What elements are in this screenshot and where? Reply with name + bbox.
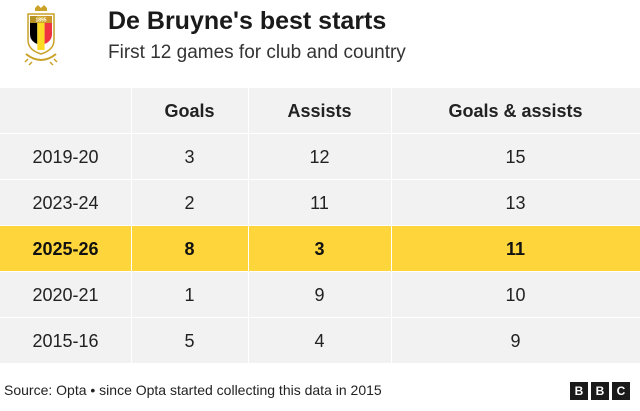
table-row: 2020-21 1 9 10 <box>0 272 640 318</box>
bbc-logo-letter: B <box>570 382 588 400</box>
assists-cell: 12 <box>309 147 330 167</box>
column-divider <box>248 88 249 364</box>
goals-cell: 3 <box>184 147 195 167</box>
assists-cell: 9 <box>314 285 325 305</box>
goals-assists-cell: 10 <box>505 285 526 305</box>
season-cell: 2023-24 <box>32 193 99 213</box>
season-cell: 2015-16 <box>32 331 99 351</box>
goals-assists-cell: 9 <box>510 331 521 351</box>
column-header-goals: Goals <box>164 101 215 121</box>
table-row: 2019-20 3 12 15 <box>0 134 640 180</box>
bbc-logo-letter: C <box>612 382 630 400</box>
goals-assists-cell: 11 <box>505 239 526 259</box>
table-row: 2025-26 8 3 11 <box>0 226 640 272</box>
belgium-crest-icon: 1895 <box>24 5 58 66</box>
goals-assists-cell: 13 <box>505 193 526 213</box>
goals-cell: 8 <box>184 239 195 259</box>
column-divider <box>131 88 132 364</box>
season-cell: 2020-21 <box>32 285 99 305</box>
assists-cell: 11 <box>310 193 329 213</box>
source-note: Source: Opta • since Opta started collec… <box>4 382 382 398</box>
table-row: 2023-24 2 11 13 <box>0 180 640 226</box>
table-header-row: Goals Assists Goals & assists <box>0 88 640 134</box>
column-divider <box>391 88 392 364</box>
chart-header: 1895 De Bruyne's best starts First 12 ga… <box>0 0 640 88</box>
chart-title: De Bruyne's best starts <box>108 7 387 35</box>
assists-cell: 4 <box>314 331 325 351</box>
season-cell: 2019-20 <box>32 147 99 167</box>
stats-table: Goals Assists Goals & assists 2019-20 3 12… <box>0 88 640 364</box>
chart-subtitle: First 12 games for club and country <box>108 42 406 63</box>
season-cell: 2025-26 <box>32 239 99 259</box>
goals-cell: 1 <box>184 285 195 305</box>
svg-text:1895: 1895 <box>35 18 46 24</box>
bbc-logo-letter: B <box>591 382 609 400</box>
goals-cell: 2 <box>184 193 195 213</box>
bbc-logo: B B C <box>570 382 630 400</box>
goals-assists-cell: 15 <box>505 147 526 167</box>
goals-cell: 5 <box>184 331 195 351</box>
column-header-goals-assists: Goals & assists <box>448 101 583 121</box>
assists-cell: 3 <box>314 239 325 259</box>
column-header-assists: Assists <box>287 101 352 121</box>
chart-footer: Source: Opta • since Opta started collec… <box>0 372 640 411</box>
column-header-season <box>0 88 131 134</box>
table-row: 2015-16 5 4 9 <box>0 318 640 364</box>
